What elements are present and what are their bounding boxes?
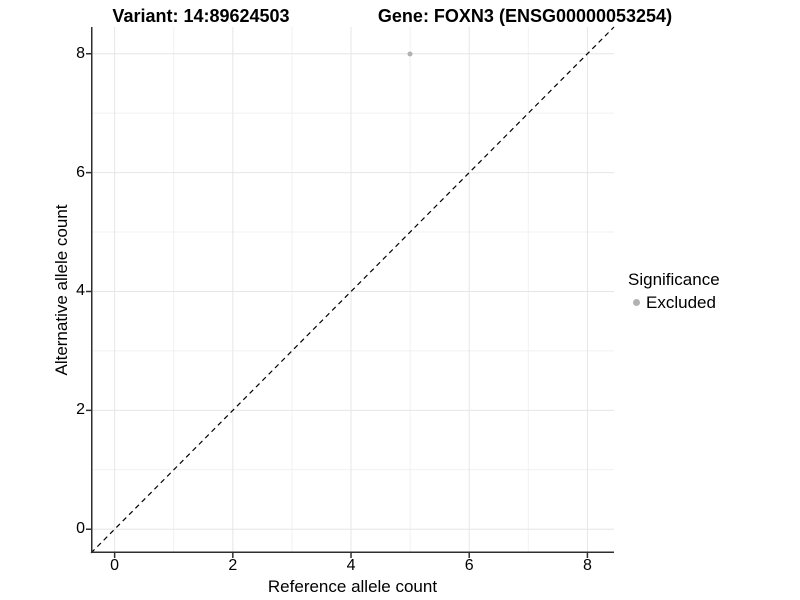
legend: Significance Excluded	[628, 270, 720, 312]
x-tick-label: 4	[346, 557, 356, 574]
y-tick-label: 2	[76, 401, 85, 419]
plot-panel-canvas	[86, 26, 615, 558]
y-tick-label: 0	[76, 520, 85, 538]
y-tick-label: 6	[76, 163, 85, 181]
x-tick-label: 8	[582, 557, 592, 574]
x-axis-title: Reference allele count	[267, 577, 438, 596]
y-tick-label: 8	[76, 44, 85, 62]
legend-dot-icon	[633, 299, 640, 306]
data-point-excluded	[407, 51, 413, 57]
plot-panel	[86, 26, 615, 558]
y-tick-label: 4	[76, 282, 85, 300]
x-tick-label: 0	[110, 557, 120, 574]
identity-line	[90, 26, 615, 554]
legend-item: Excluded	[628, 293, 720, 312]
legend-title: Significance	[628, 270, 720, 289]
plot-title-variant: Variant: 14:89624503	[112, 6, 290, 26]
x-tick-label: 2	[228, 557, 238, 574]
plot-title-gene: Gene: FOXN3 (ENSG00000053254)	[377, 6, 673, 26]
x-tick-label: 6	[464, 557, 474, 574]
legend-items: Excluded	[628, 293, 720, 312]
legend-label: Excluded	[646, 293, 716, 312]
